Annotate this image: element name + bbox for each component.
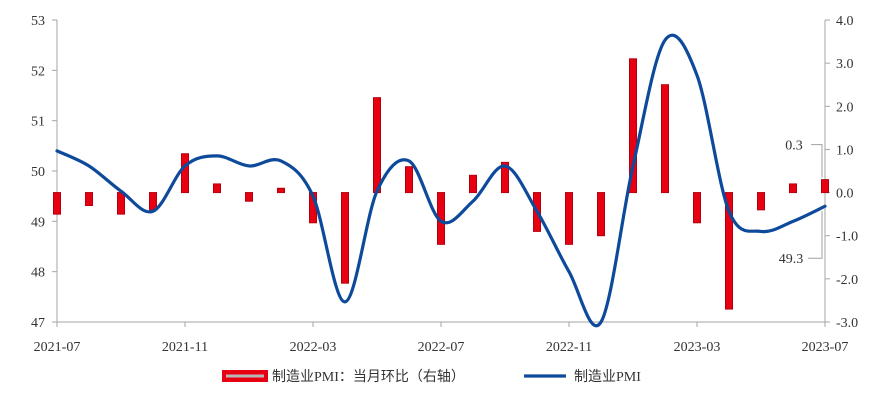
x-axis-tick-label: 2022-07 <box>418 340 465 355</box>
left-axis-tick-label: 47 <box>31 316 45 331</box>
bar-2023-03 <box>693 192 701 224</box>
tick-labels: 47 48 49 50 51 52 53 -3.0 -2.0 -1.0 0.0 1.0 2.0 3.0 4.… <box>31 14 858 355</box>
left-axis-tick-label: 48 <box>31 266 45 281</box>
legend-label-line: 制造业PMI <box>574 369 641 385</box>
annotation-leader-line <box>811 144 823 178</box>
x-axis-tick-label: 2023-03 <box>674 340 721 355</box>
left-axis-tick-label: 50 <box>31 165 45 180</box>
bar-2021-09 <box>117 192 125 215</box>
annotations: 0.3 49.3 <box>779 139 823 267</box>
left-axis-tick-label: 51 <box>31 115 45 130</box>
bar-2023-01 <box>629 58 637 194</box>
legend-label-bar: 制造业PMI：当月环比（右轴） <box>272 369 465 385</box>
bar-2022-05 <box>373 97 381 194</box>
bar-2022-09 <box>501 161 509 194</box>
annotation-label: 49.3 <box>779 252 804 267</box>
left-axis-tick-label: 53 <box>31 14 45 29</box>
right-axis-tick-label: 1.0 <box>836 143 854 158</box>
bar-2022-02 <box>277 187 285 194</box>
right-axis-tick-label: 3.0 <box>836 57 854 72</box>
right-axis-tick-label: -3.0 <box>836 316 858 331</box>
right-axis-tick-label: -2.0 <box>836 273 858 288</box>
right-axis-tick-label: 2.0 <box>836 100 854 115</box>
x-axis-tick-label: 2022-03 <box>290 340 337 355</box>
bar-2022-11 <box>565 192 573 245</box>
right-axis-tick-label: 0.0 <box>836 187 854 202</box>
axes <box>52 19 830 327</box>
bar-2022-04 <box>341 192 349 284</box>
bar-2021-08 <box>85 192 93 207</box>
pmi-line <box>55 33 827 327</box>
x-axis-tick-label: 2023-07 <box>802 340 849 355</box>
legend: 制造业PMI：当月环比（右轴） 制造业PMI <box>222 369 641 385</box>
left-axis-tick-label: 49 <box>31 215 45 230</box>
x-axis-tick-label: 2022-11 <box>546 340 592 355</box>
bar-2023-02 <box>661 84 669 194</box>
annotation-leader-line <box>808 211 823 259</box>
annotation-label: 0.3 <box>785 139 803 154</box>
bar-2022-12 <box>597 192 605 237</box>
bar-2023-04 <box>725 192 733 310</box>
left-axis-tick-label: 52 <box>31 64 45 79</box>
bar-2021-07 <box>53 192 61 215</box>
bar-2021-12 <box>213 183 221 194</box>
line-series <box>55 33 827 327</box>
right-axis-tick-label: -1.0 <box>836 230 858 245</box>
x-axis-tick-label: 2021-07 <box>34 340 81 355</box>
bar-2023-07 <box>821 179 829 194</box>
bar-2022-01 <box>245 192 253 202</box>
bar-2023-06 <box>789 183 797 194</box>
bar-2022-06 <box>405 166 413 194</box>
x-axis-tick-label: 2021-11 <box>162 340 208 355</box>
bar-series <box>53 58 829 310</box>
bar-2023-05 <box>757 192 765 211</box>
right-axis-tick-label: 4.0 <box>836 14 854 29</box>
bar-2021-10 <box>149 192 157 211</box>
bar-2022-08 <box>469 174 477 194</box>
bar-2021-11 <box>181 153 189 194</box>
